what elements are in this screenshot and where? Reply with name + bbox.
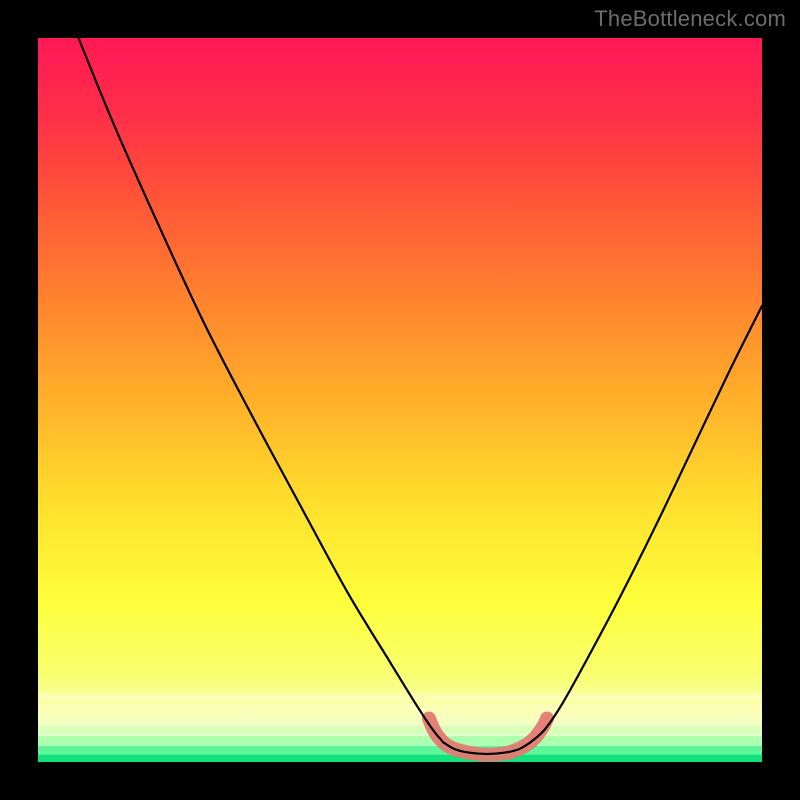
bottleneck-v-curve-chart: [0, 0, 800, 800]
gradient-background: [38, 38, 762, 762]
bottom-stripe: [38, 755, 762, 762]
bottom-stripe: [38, 704, 762, 711]
chart-stage: TheBottleneck.com: [0, 0, 800, 800]
bottom-stripe: [38, 746, 762, 755]
bottom-stripe: [38, 715, 762, 722]
bottom-stripe: [38, 693, 762, 700]
plot-area: [38, 38, 762, 762]
bottom-stripe: [38, 736, 762, 745]
watermark-text: TheBottleneck.com: [594, 6, 786, 32]
bottom-stripe: [38, 726, 762, 735]
